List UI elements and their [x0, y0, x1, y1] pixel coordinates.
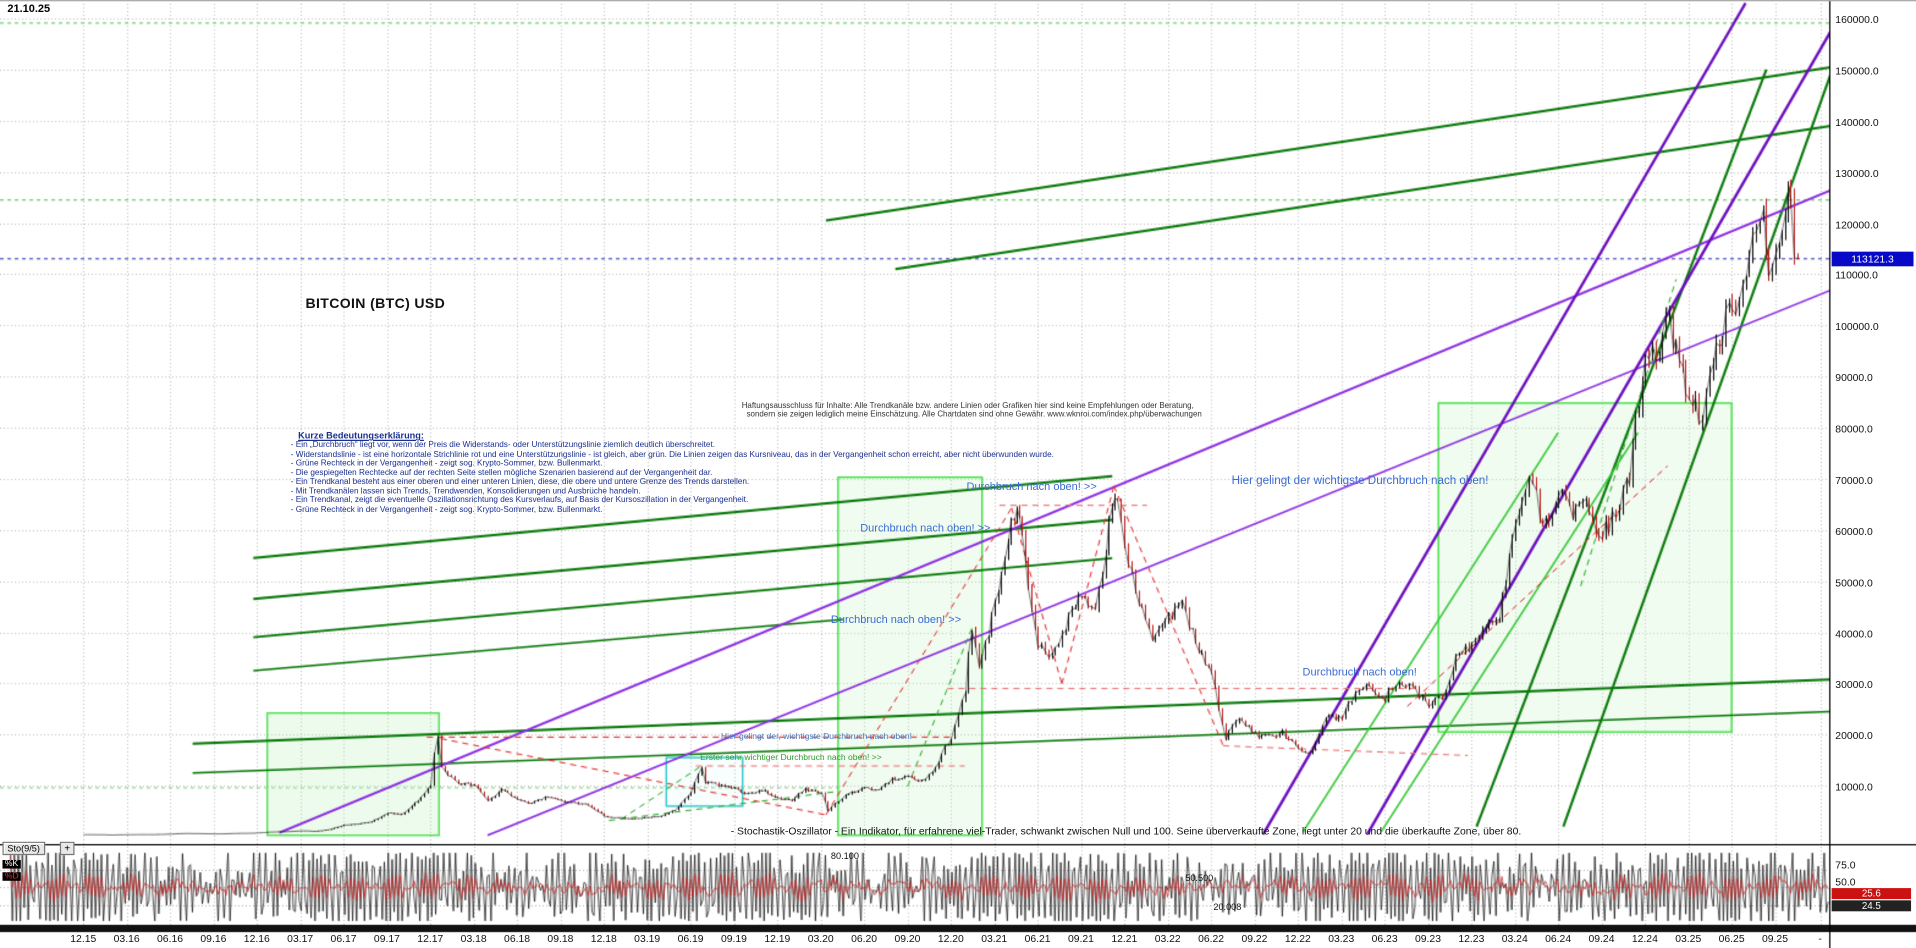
date-tick-label: 09.23 [1414, 932, 1441, 945]
date-tick-label: 09.16 [200, 932, 227, 945]
stochastic-zone-label: 80.100 [830, 850, 859, 862]
legend-explanation-line: - Ein „Durchbruch“ liegt vor, wenn der P… [290, 440, 716, 450]
price-tick-label: 50000.0 [1835, 576, 1873, 589]
price-tick-label: 20000.0 [1835, 729, 1873, 742]
price-tick-label: 70000.0 [1835, 473, 1873, 487]
stochastic-tick-label: 75.0 [1835, 858, 1856, 872]
price-tick-label: 100000.0 [1835, 320, 1879, 333]
legend-explanation-lines: - Ein „Durchbruch“ liegt vor, wenn der P… [291, 441, 1054, 514]
date-tick-label: 12.17 [417, 932, 444, 945]
date-tick-label: 03.21 [981, 932, 1008, 945]
date-tick-label: 09.20 [894, 932, 921, 945]
stochastic-description: - Stochastik-Oszillator - Ein Indikator,… [730, 824, 1522, 837]
date-tick-label: 12.16 [243, 932, 270, 945]
price-tick-label: 40000.0 [1835, 627, 1873, 640]
stochastic-tick-label: 50.0 [1835, 875, 1856, 889]
date-tick-label: 09.21 [1067, 932, 1094, 945]
date-tick-label: 12.20 [937, 932, 964, 945]
date-tick-label: 03.25 [1675, 932, 1702, 945]
date-tick-label: 12.15 [70, 932, 97, 945]
date-tick-label: 03.19 [634, 932, 661, 945]
date-tick-label: 06.23 [1371, 932, 1398, 945]
date-tick-label: 12.24 [1631, 932, 1658, 945]
price-tick-label: 140000.0 [1835, 115, 1879, 128]
legend-explanation-line: - Grüne Rechteck in der Vergangenheit - … [290, 459, 603, 468]
chart-date-label: 21.10.25 [7, 2, 51, 15]
date-tick-label: 06.21 [1024, 932, 1051, 945]
date-tick-label: 03.23 [1328, 932, 1355, 945]
date-tick-label: 03.17 [287, 932, 314, 945]
chart-annotation: Durchbruch nach oben! >> [860, 521, 991, 534]
price-tick-label: 110000.0 [1835, 269, 1878, 282]
date-tick-label: 03.22 [1154, 932, 1181, 945]
price-tick-label: 130000.0 [1835, 166, 1879, 180]
stochastic-d-label: %D [2, 872, 22, 881]
chart-title: BITCOIN (BTC) USD [305, 296, 446, 312]
chart-annotation: Hier gelingt der wichtigste Durchbruch n… [1231, 473, 1489, 488]
date-tick-label: 06.19 [677, 932, 704, 945]
date-tick-label: 12.19 [764, 932, 791, 945]
date-tick-label: 06.22 [1198, 932, 1225, 945]
date-tick-label: 06.18 [504, 932, 531, 945]
stochastic-d-value-badge: 24.5 [1831, 900, 1912, 912]
price-tick-label: 120000.0 [1835, 218, 1879, 231]
chart-annotation: Durchbruch nach oben! >> [830, 613, 962, 626]
stochastic-k-label: %K [2, 860, 21, 869]
date-tick-label: 12.23 [1458, 932, 1485, 945]
date-tick-label: 09.22 [1241, 932, 1268, 945]
date-tick-label: 03.20 [807, 932, 834, 945]
date-tick-label: 09.24 [1588, 932, 1615, 945]
price-tick-label: 30000.0 [1835, 678, 1873, 691]
date-tick-label: 06.16 [157, 932, 184, 945]
legend-explanation-line: - Widerstandslinie - ist eine horizontal… [290, 450, 1054, 459]
disclaimer-line-2: sondern sie zeigen lediglich meine Einsc… [746, 410, 1202, 420]
date-tick-label: 09.17 [373, 932, 400, 945]
current-price-badge: 113121.3 [1831, 252, 1914, 267]
stochastic-settings-button[interactable]: Sto(9/5) [2, 841, 45, 856]
date-tick-label: 06.24 [1545, 932, 1572, 945]
date-tick-label: 03.16 [113, 932, 140, 945]
price-tick-label: 150000.0 [1835, 64, 1879, 77]
date-tick-label: 12.22 [1284, 932, 1311, 945]
date-tick-label: 09.19 [720, 932, 747, 945]
legend-explanation-line: - Mit Trendkanälen lassen sich Trends, T… [290, 486, 641, 496]
legend-explanation-line: - Die gespiegelten Rechtecke auf der rec… [290, 468, 713, 478]
chart-annotation: Durchbruch nach oben! >> [966, 480, 1097, 493]
date-tick-label: 09.18 [547, 932, 574, 945]
disclaimer-line-1: Haftungsausschluss für Inhalte: Alle Tre… [741, 401, 1194, 411]
chart-annotation: Erster sehr wichtiger Durchbruch nach ob… [700, 753, 882, 763]
legend-explanation-line: - Grüne Rechteck in der Vergangenheit - … [290, 505, 603, 514]
legend-explanation-line: - Ein Trendkanal besteht aus einer obere… [290, 477, 750, 487]
stochastic-zone-label: 20.008 [1213, 901, 1242, 913]
price-tick-label: 10000.0 [1835, 780, 1873, 793]
date-tick-label: 03.24 [1501, 932, 1528, 945]
price-tick-label: 90000.0 [1835, 371, 1873, 384]
stochastic-k-value-badge: 25.6 [1831, 888, 1912, 900]
date-tick-label: 06.25 [1718, 932, 1745, 945]
chart-annotation: Hier gelingt der, wichtigste Durchbruch … [720, 732, 913, 742]
date-tick-label: 06.17 [330, 932, 357, 945]
price-tick-label: 60000.0 [1835, 524, 1873, 538]
stochastic-add-button[interactable]: + [59, 841, 75, 856]
date-tick-label: - [1818, 932, 1822, 945]
date-tick-label: 09.25 [1761, 932, 1789, 945]
date-tick-label: 12.18 [590, 932, 617, 945]
price-tick-label: 80000.0 [1835, 422, 1873, 435]
chart-annotation: Durchbruch nach oben! [1302, 665, 1417, 678]
legend-explanation-line: - Ein Trendkanal, zeigt die eventuelle O… [290, 495, 749, 505]
date-tick-label: 03.18 [460, 932, 487, 945]
stochastic-zone-label: 50.500 [1185, 872, 1214, 884]
legend-explanation-heading: Kurze Bedeutungserklärung: [298, 430, 424, 441]
date-tick-label: 12.21 [1111, 932, 1138, 945]
date-tick-label: 06.20 [851, 932, 878, 945]
price-tick-label: 160000.0 [1835, 13, 1879, 26]
legend-explanation-block: Kurze Bedeutungserklärung: - Ein „Durchb… [291, 430, 1054, 514]
